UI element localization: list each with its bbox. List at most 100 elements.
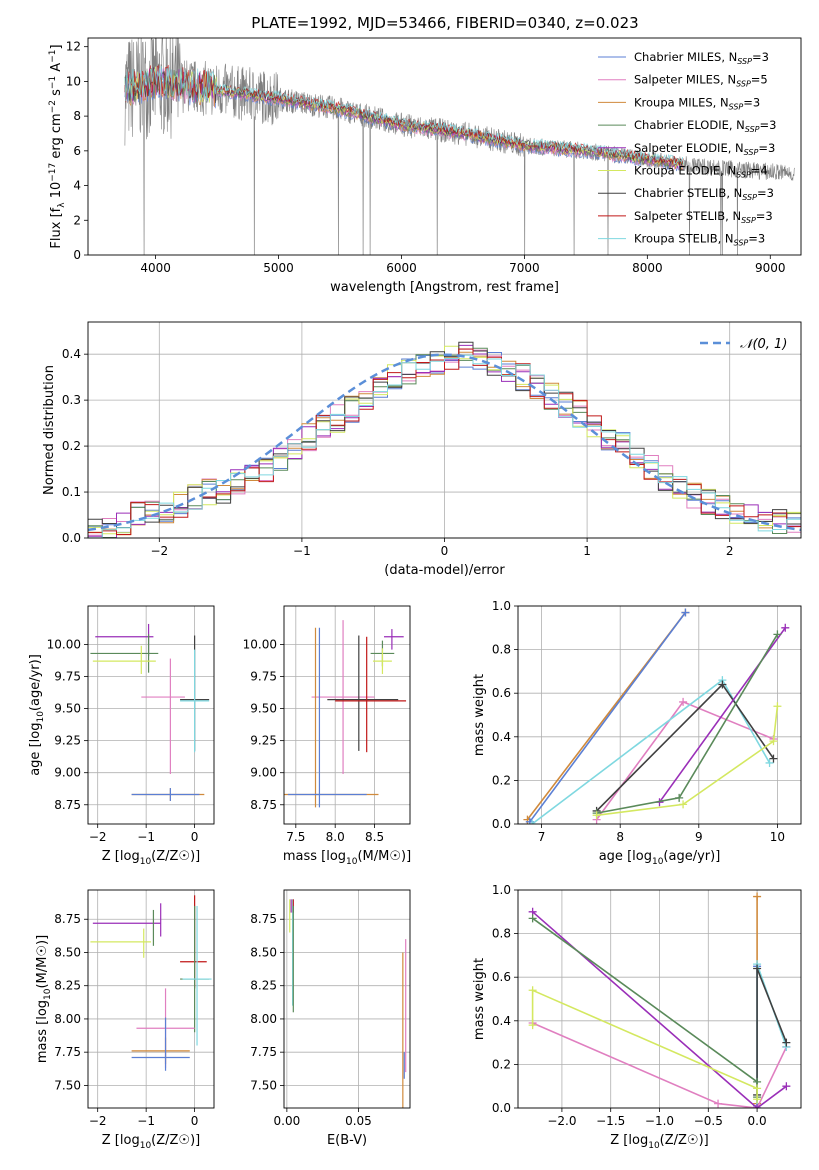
- x-tick-label: −1.5: [596, 1114, 625, 1128]
- label-part: (Z/Z☉)]: [151, 1133, 200, 1148]
- mass-weight-marker: [681, 608, 690, 617]
- x-tick-label: −0.5: [694, 1114, 723, 1128]
- x-tick-label: 2: [726, 544, 734, 558]
- histogram-step: [88, 348, 801, 535]
- y-tick-label: 8.25: [54, 979, 81, 993]
- mass-weight-marker: [753, 1095, 762, 1104]
- panel-spectrum: 4000 5000 6000 7000 8000 9000 0 2 4 6 8 10 12 wavelen…: [48, 37, 802, 295]
- y-axis-label: mass weight: [472, 674, 487, 756]
- label-part: erg cm: [49, 113, 64, 162]
- y-tick-label: 8.75: [250, 798, 277, 812]
- y-tick-label: 9.50: [250, 702, 277, 716]
- y-axis-label: Normed distribution: [42, 365, 57, 495]
- legend-text: Chabrier STELIB, N: [634, 186, 742, 200]
- legend-value: =3: [758, 141, 775, 155]
- legend-subscript: SSP: [734, 239, 749, 248]
- label-part: (M/M☉)]: [357, 849, 411, 864]
- legend-label: Chabrier MILES, NSSP=3: [634, 50, 769, 66]
- legend-label: Salpeter ELODIE, NSSP=3: [634, 141, 775, 157]
- x-tick-label: −1: [137, 1114, 155, 1128]
- plot-area-mass-weight-vs-age: [523, 608, 790, 824]
- x-tick-label: −1: [137, 830, 155, 844]
- histogram-step: [88, 354, 801, 538]
- label-part: Z [: [102, 849, 120, 864]
- y-axis-label: Flux [fλ 10−17 erg cm−2 s−1 A−1]: [48, 44, 67, 248]
- y-tick-label: 0.8: [492, 643, 511, 657]
- y-tick-label: 0.2: [62, 439, 81, 453]
- y-tick-label: 0.1: [62, 485, 81, 499]
- legend-value: =3: [743, 95, 760, 109]
- label-part: 10: [648, 1141, 660, 1151]
- y-tick-label: 9.50: [54, 702, 81, 716]
- legend-label: Salpeter STELIB, NSSP=3: [634, 209, 773, 225]
- axes-frame: [87, 889, 215, 1109]
- label-part: 10: [36, 711, 46, 723]
- plot-area-mass-vs-ebv: [289, 899, 407, 1108]
- label-part: E(B-V): [327, 1133, 367, 1148]
- panel-age-vs-mass: 7.5 8.0 8.5 8.75 9.00 9.25 9.50 9.75 10.00 mass […: [243, 605, 411, 867]
- label-part: s: [49, 89, 64, 100]
- x-axis-label: Z [log10(Z/Z☉)]: [102, 849, 200, 867]
- y-tick-label: 9.75: [250, 670, 277, 684]
- x-tick-label: 0.0: [748, 1114, 767, 1128]
- label-part: log: [28, 723, 43, 743]
- panels: 4000 5000 6000 7000 8000 9000024681012wavelen…: [28, 37, 802, 1151]
- label-part: log: [632, 849, 652, 864]
- label-part: (age/yr)]: [28, 654, 43, 711]
- mass-weight-marker: [679, 697, 688, 706]
- label-part: log: [628, 1133, 648, 1148]
- x-tick-label: −1.0: [645, 1114, 674, 1128]
- label-part: λ: [57, 202, 67, 208]
- label-part: age [: [599, 849, 632, 864]
- y-tick-label: 1.0: [492, 599, 511, 613]
- errorbar-point: [131, 1037, 190, 1065]
- x-axis-label: E(B-V): [327, 1133, 367, 1148]
- errorbar-point: [372, 648, 392, 674]
- plot-area-mass-vs-Z: [90, 895, 212, 1071]
- mass-weight-marker: [528, 986, 537, 995]
- errorbar-point: [92, 903, 162, 937]
- x-tick-label: 0.05: [345, 1114, 372, 1128]
- y-tick-label: 1.0: [492, 883, 511, 897]
- residuals-legend: 𝒩(0, 1): [700, 337, 787, 352]
- x-tick-label: −2: [89, 830, 107, 844]
- x-tick-label: −2: [150, 544, 168, 558]
- plot-area-mass-weight-vs-Z: [528, 892, 791, 1108]
- axes-frame: [87, 605, 215, 825]
- y-tick-label: 8.50: [250, 945, 277, 959]
- legend-label: Kroupa MILES, NSSP=3: [634, 95, 760, 111]
- legend-text: Salpeter STELIB, N: [634, 209, 741, 223]
- legend-value: =3: [757, 186, 774, 200]
- x-tick-label: 9: [695, 830, 703, 844]
- label-part: age [: [28, 742, 43, 775]
- y-tick-label: 7.50: [54, 1078, 81, 1092]
- legend-label: Salpeter MILES, NSSP=5: [634, 73, 768, 89]
- legend-label: Chabrier ELODIE, NSSP=3: [634, 118, 776, 134]
- y-axis-label: mass [log10(M/M☉)]: [35, 935, 53, 1063]
- legend-value: =3: [760, 118, 777, 132]
- y-tick-label: 8.75: [54, 798, 81, 812]
- y-tick-label: 0.3: [62, 393, 81, 407]
- label-part: Flux [f: [49, 207, 64, 248]
- mass-weight-marker: [769, 737, 778, 746]
- mass-weight-line: [756, 963, 788, 1108]
- y-tick-label: 8.00: [250, 1012, 277, 1026]
- legend-subscript: SSP: [736, 171, 751, 180]
- axes-frame: [517, 889, 802, 1109]
- panel-residuals: −2 −1 0 1 2 0.0 0.1 0.2 0.3 0.4 (data-model)/error…: [42, 321, 802, 578]
- x-axis-label: Z [log10(Z/Z☉)]: [610, 1133, 708, 1151]
- y-tick-label: 0.2: [492, 773, 511, 787]
- mass-weight-line: [532, 1022, 788, 1108]
- y-tick-label: 10.00: [243, 637, 277, 651]
- figure-title: PLATE=1992, MJD=53466, FIBERID=0340, z=0…: [251, 14, 638, 32]
- legend-subscript: SSP: [736, 80, 751, 89]
- y-tick-label: 9.00: [54, 766, 81, 780]
- y-tick-label: 0: [73, 248, 81, 262]
- y-tick-label: 0.0: [492, 817, 511, 831]
- x-tick-label: 8000: [632, 261, 663, 275]
- legend-subscript: SSP: [737, 57, 752, 66]
- label-part: log: [35, 1000, 50, 1020]
- spectrum-legend: Chabrier MILES, NSSP=3 Salpeter MILES, NS…: [598, 50, 776, 248]
- label-part: Z [: [102, 1133, 120, 1148]
- y-tick-label: 9.25: [54, 734, 81, 748]
